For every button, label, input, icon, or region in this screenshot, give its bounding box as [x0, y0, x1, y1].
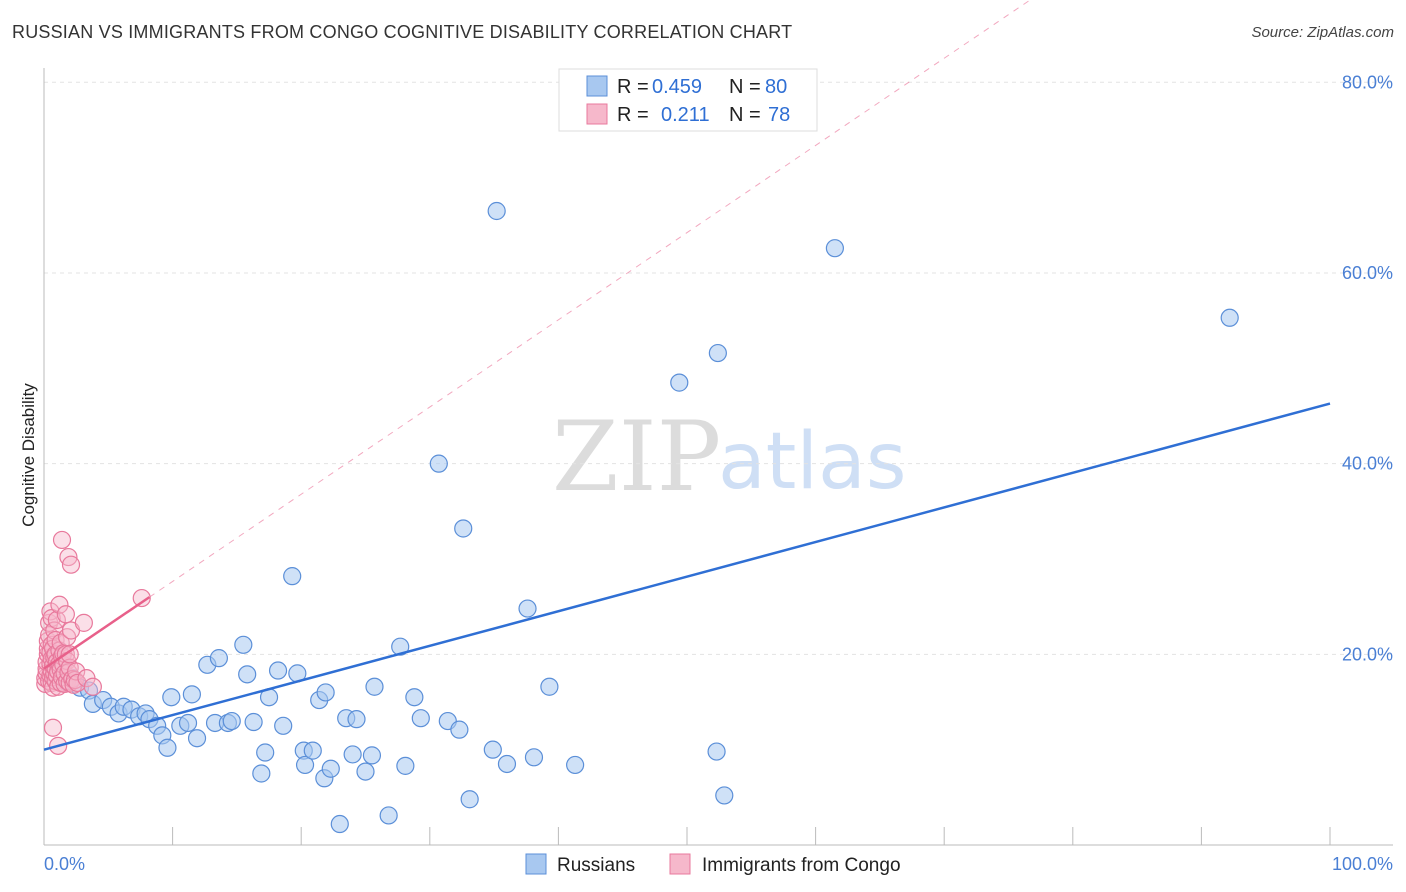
russians-point-56 [411, 709, 430, 728]
congo-point-68 [74, 613, 93, 632]
russians-point-59 [450, 720, 469, 739]
russians-point-55 [405, 688, 424, 707]
russians-point-72 [715, 786, 734, 805]
russians-point-63 [487, 201, 506, 221]
x-ticks [172, 827, 1331, 845]
congo-point-52 [56, 605, 75, 624]
russians-point-21 [182, 685, 201, 704]
congo-trend-extension [149, 0, 1031, 598]
watermark-atlas: atlas [718, 417, 907, 507]
russians-point-67 [540, 677, 559, 696]
russians-point-30 [244, 712, 263, 732]
russians-point-34 [268, 661, 288, 680]
congo-trend-line [43, 596, 151, 670]
bottom-legend-label-congo: Immigrants from Congo [702, 855, 901, 876]
congo-point-31 [46, 630, 65, 650]
bottom-legend-swatch-congo [669, 853, 691, 875]
russians-point-62 [483, 740, 502, 759]
congo-point-20 [43, 718, 63, 737]
russians-trend-line [43, 402, 1331, 751]
russians-point-31 [252, 764, 271, 783]
russians-point-35 [274, 716, 293, 735]
legend-n-label: N = [729, 104, 761, 126]
congo-point-40 [50, 595, 69, 614]
legend-r-value-russians: 0.459 [652, 76, 702, 98]
russians-point-17 [158, 738, 177, 757]
congo-point-67 [68, 673, 87, 693]
congo-point-71 [132, 588, 151, 608]
legend: R = 0.459 N = 80 R = 0.211 N = 78 [558, 68, 818, 132]
russians-point-70 [708, 343, 727, 363]
russians-point-60 [454, 519, 473, 538]
russians-point-52 [379, 806, 398, 825]
russians-point-45 [330, 814, 349, 834]
bottom-legend-swatch-russians [525, 853, 547, 875]
y-tick-label-80: 80.0% [1342, 72, 1393, 92]
russians-point-69 [670, 373, 689, 392]
y-axis-label: Cognitive Disability [19, 383, 38, 527]
russians-point-47 [343, 745, 362, 764]
congo-point-62 [61, 555, 81, 574]
russians-point-57 [429, 454, 448, 473]
trend-lines [43, 402, 1331, 751]
legend-swatch-congo [586, 103, 608, 125]
congo-point-34 [47, 610, 66, 630]
axes [43, 68, 1393, 846]
legend-n-value-russians: 80 [765, 76, 787, 98]
y-tick-label-60: 60.0% [1342, 263, 1393, 283]
russians-point-20 [178, 713, 198, 733]
russians-point-48 [347, 710, 366, 729]
russians-point-53 [391, 637, 410, 656]
congo-trend-dashed-extension [149, 0, 1031, 598]
legend-swatch-russians [586, 75, 608, 97]
congo-point-46 [52, 530, 72, 550]
watermark: ZIP atlas [552, 401, 907, 513]
russians-point-43 [316, 683, 335, 702]
russians-point-68 [566, 755, 585, 775]
y-tick-label-20: 20.0% [1342, 644, 1393, 664]
x-tick-label-0: 0.0% [44, 854, 85, 874]
russians-point-66 [524, 748, 544, 767]
x-tick-label-100: 100.0% [1332, 854, 1393, 874]
russians-point-40 [303, 741, 322, 760]
congo-point-70 [83, 677, 102, 696]
legend-n-label: N = [729, 76, 761, 98]
russians-point-64 [497, 754, 517, 774]
russians-point-22 [187, 729, 207, 748]
legend-r-label: R = [617, 104, 649, 126]
russians-point-18 [162, 688, 181, 707]
congo-point-60 [60, 645, 79, 664]
russians-points [45, 201, 1239, 834]
russians-point-73 [825, 239, 844, 258]
russians-point-29 [238, 665, 257, 684]
bottom-legend-label-russians: Russians [557, 855, 635, 876]
congo-points [36, 530, 151, 755]
russians-point-36 [283, 567, 302, 586]
legend-r-value-congo: 0.211 [661, 104, 710, 126]
chart-source: Source: ZipAtlas.com [1251, 24, 1394, 41]
russians-point-28 [234, 635, 253, 654]
russians-point-65 [518, 599, 537, 618]
russians-point-49 [356, 762, 375, 781]
russians-point-39 [295, 755, 315, 775]
russians-point-54 [396, 756, 415, 775]
legend-n-value-congo: 78 [768, 104, 790, 126]
russians-point-51 [365, 677, 384, 696]
russians-point-44 [321, 759, 340, 778]
russians-point-50 [362, 746, 382, 765]
russians-point-74 [1220, 308, 1239, 327]
chart-title: RUSSIAN VS IMMIGRANTS FROM CONGO COGNITI… [12, 22, 793, 42]
russians-point-61 [460, 790, 479, 809]
russians-point-25 [209, 649, 228, 668]
watermark-zip: ZIP [552, 401, 721, 513]
russians-point-27 [222, 711, 241, 731]
y-tick-labels: 20.0% 40.0% 60.0% 80.0% [1342, 72, 1393, 664]
bottom-legend: Russians Immigrants from Congo [525, 853, 901, 876]
russians-point-71 [707, 742, 726, 761]
legend-r-label: R = [617, 76, 649, 98]
russians-point-32 [256, 743, 275, 762]
y-tick-label-40: 40.0% [1342, 454, 1393, 474]
